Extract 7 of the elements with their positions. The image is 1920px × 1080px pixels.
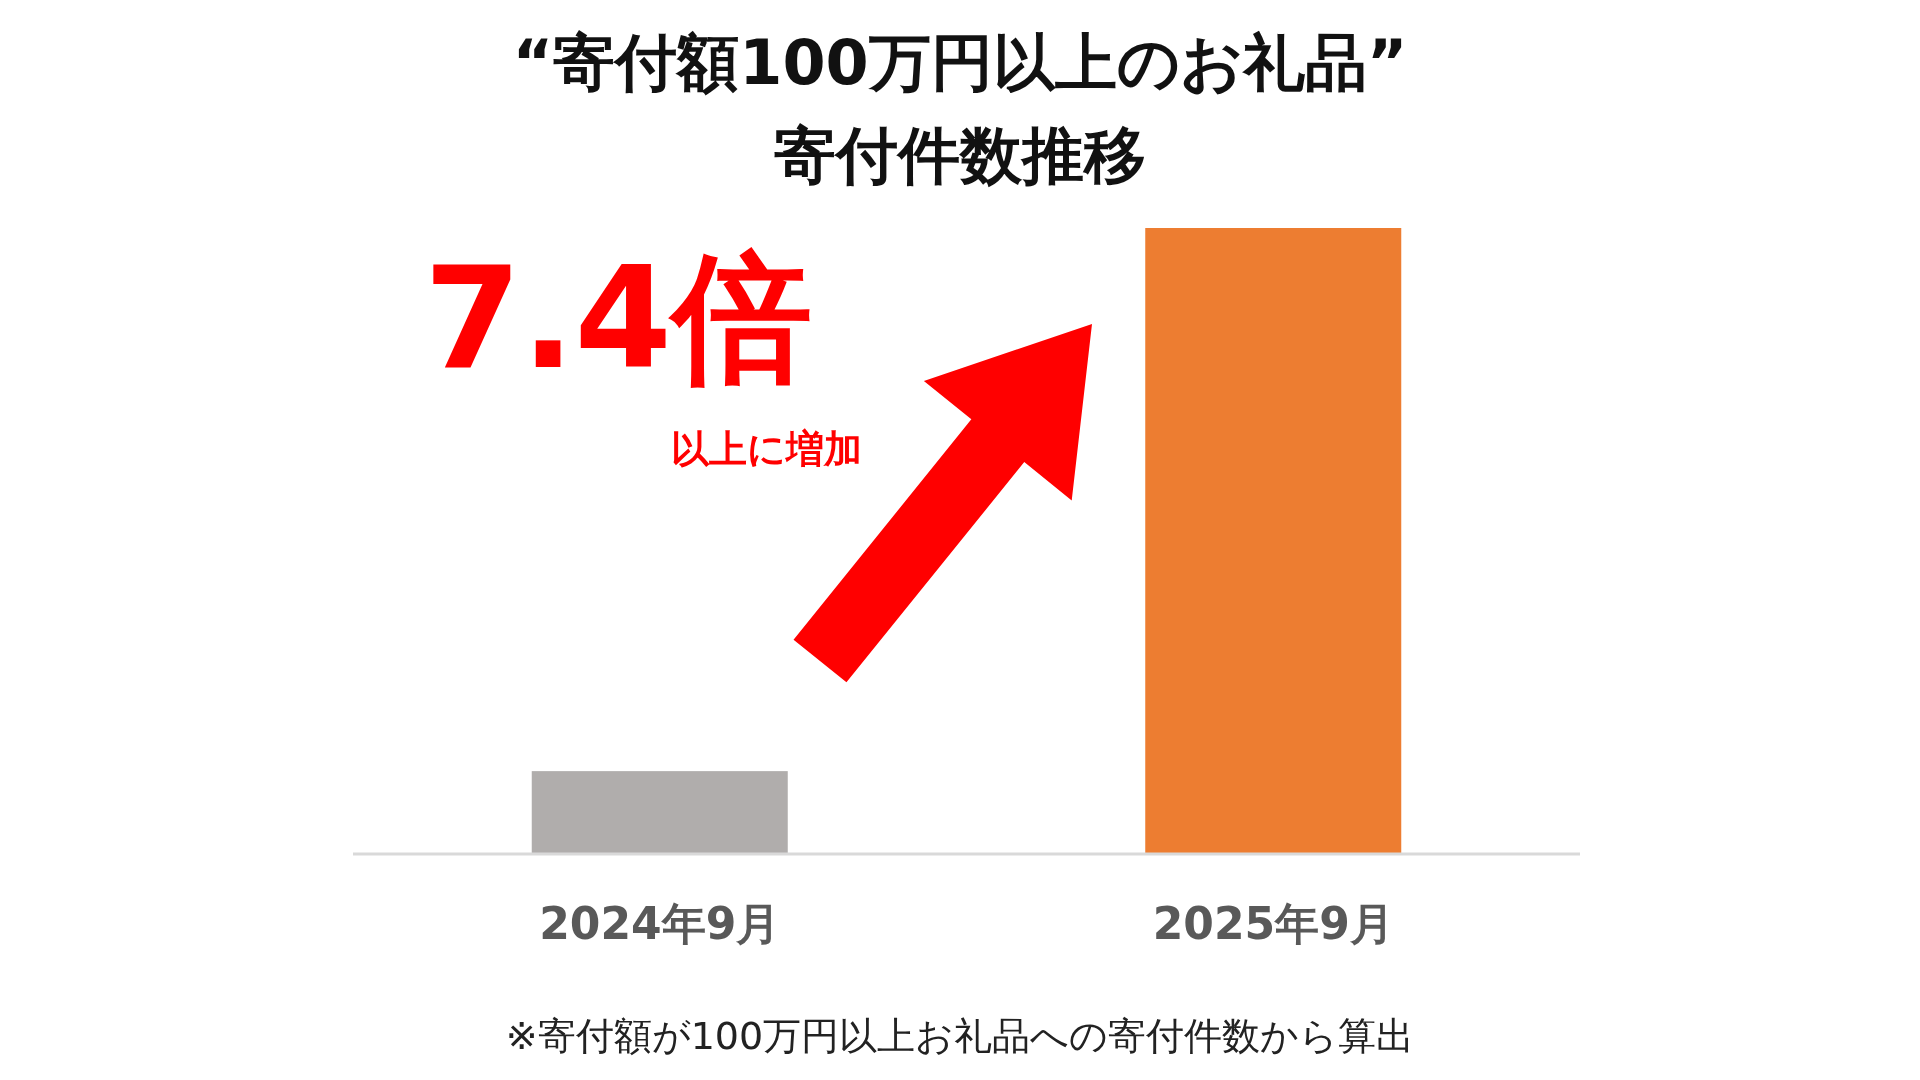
chart-subtitle: 寄付件数推移: [774, 119, 1146, 193]
text: ※寄付額が100万円以上お礼品への寄付件数から算出: [505, 1013, 1415, 1058]
x-tick-label: 2024年9月: [539, 898, 781, 949]
chart-title: “寄付額100万円以上のお礼品”: [512, 26, 1408, 100]
x-tick-label: 2025年9月: [1152, 898, 1394, 949]
annotation: 以上に増加: [670, 426, 862, 471]
annotation: 7.4倍: [423, 236, 813, 400]
